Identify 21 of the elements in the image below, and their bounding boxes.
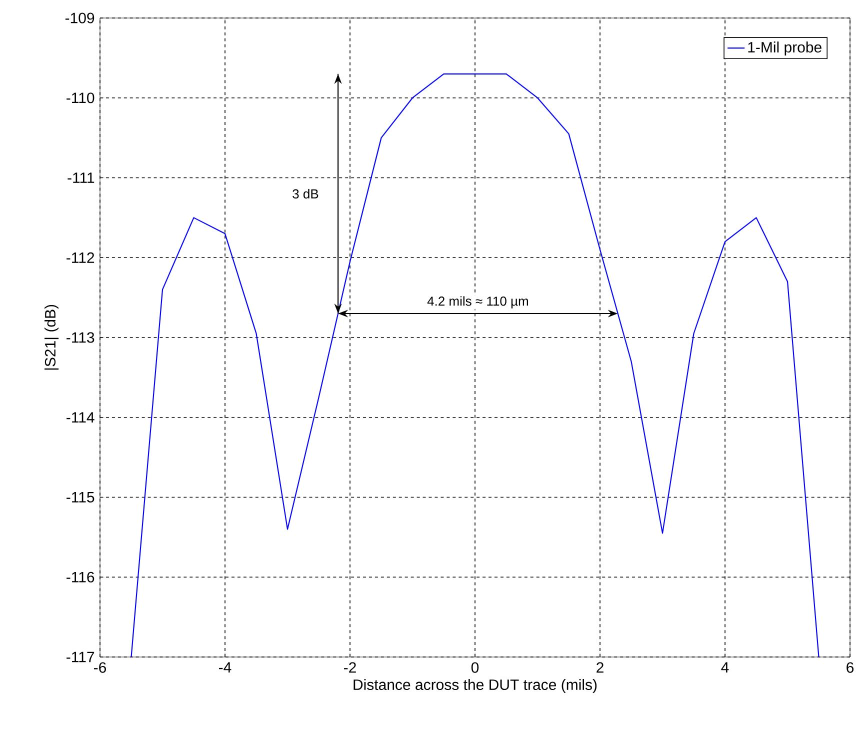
x-axis-title: Distance across the DUT trace (mils)	[354, 679, 597, 693]
x-tick-label: -4	[219, 662, 232, 673]
y-tick-label: -112	[66, 252, 94, 263]
y-tick-label: -113	[66, 332, 94, 343]
x-tick-label: 4	[721, 662, 729, 673]
x-tick-label: 2	[596, 662, 604, 673]
legend-label: 1-Mil probe	[748, 42, 822, 56]
y-tick-label: -117	[66, 652, 94, 662]
annotation: 4.2 mils ≈ 110 µm	[427, 296, 528, 308]
x-tick-label: -2	[344, 662, 356, 673]
x-tick-label: 6	[846, 662, 854, 673]
y-axis-title: |S21| (dB)	[44, 304, 59, 370]
y-tick-label: -114	[66, 412, 94, 423]
y-tick-label: -116	[66, 572, 94, 582]
y-tick-label: -111	[68, 172, 94, 183]
y-tick-label: -115	[66, 492, 94, 502]
y-tick-label: -109	[65, 12, 94, 24]
annotation: 3 dB	[292, 188, 318, 198]
x-tick-label: -6	[94, 662, 106, 673]
x-tick-label: 0	[471, 662, 479, 673]
y-tick-label: -110	[66, 92, 94, 104]
